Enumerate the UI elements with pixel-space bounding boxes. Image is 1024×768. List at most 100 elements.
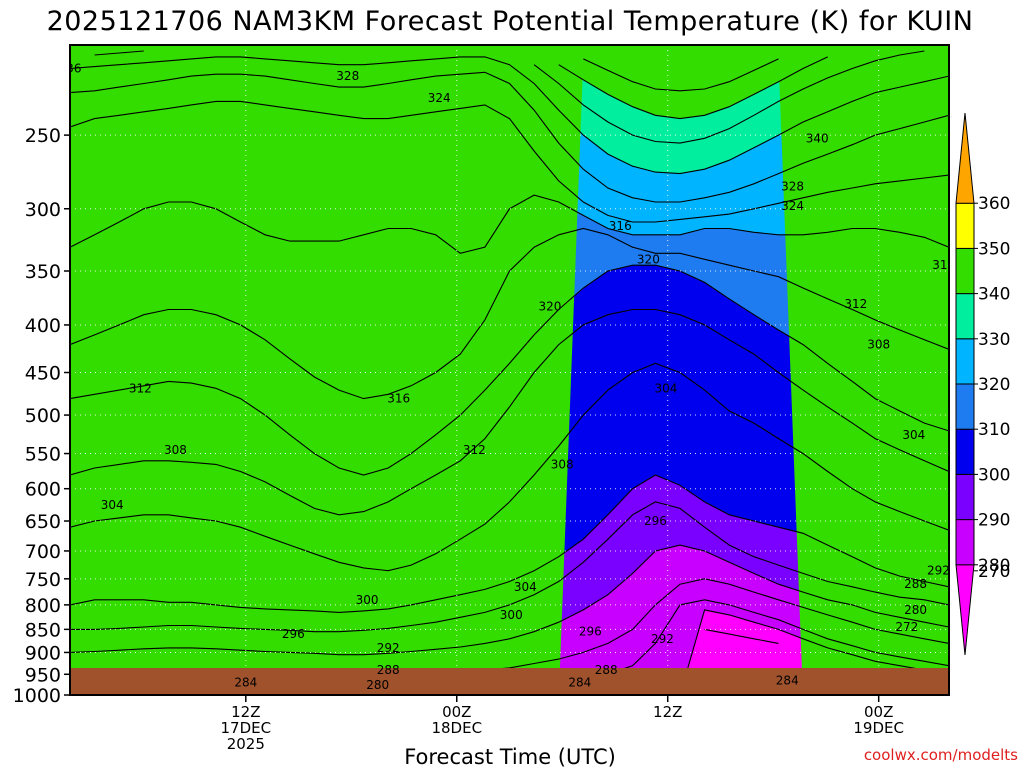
contour-label: 328 <box>336 69 359 83</box>
colorbar-swatch <box>955 112 975 204</box>
contour-label: 324 <box>428 91 451 105</box>
contour-label: 288 <box>377 663 400 677</box>
isentrope-line <box>70 308 949 516</box>
y-tick-label: 750 <box>25 569 61 591</box>
y-tick-label: 950 <box>25 664 61 686</box>
isentrope-line <box>70 264 949 476</box>
contour-label: 320 <box>538 299 561 313</box>
isentrope-line <box>704 628 779 644</box>
x-tick-label: 00Z <box>864 703 893 721</box>
contour-label: 304 <box>101 498 124 512</box>
colorbar-swatch <box>955 428 975 475</box>
colorbar-label: 350 <box>978 239 1010 259</box>
y-tick-label: 550 <box>25 444 61 466</box>
contour-label: 280 <box>904 603 927 617</box>
contour-label: 304 <box>514 580 537 594</box>
theta-fill-layer <box>70 45 949 695</box>
y-tick-label: 800 <box>25 595 61 617</box>
colorbar-label: 300 <box>978 465 1010 485</box>
contour-label: 300 <box>356 593 379 607</box>
x-axis-label: Forecast Time (UTC) <box>404 745 616 768</box>
contour-label: 284 <box>234 676 257 690</box>
time-axis: 12Z17DEC202500Z18DEC12Z00Z19DEC12Z <box>221 695 904 753</box>
colorbar-label: 320 <box>978 375 1010 395</box>
isentrope-line <box>94 50 925 144</box>
isentrope-line <box>70 100 949 223</box>
contour-label: 300 <box>500 608 523 622</box>
y-tick-label: 500 <box>25 405 61 427</box>
contour-label: 284 <box>568 676 591 690</box>
credit-link[interactable]: coolwx.com/modelts <box>864 746 1018 764</box>
contour-label: 312 <box>129 381 152 395</box>
pressure-axis: 2503003504004505005506006507007508008509… <box>13 125 70 707</box>
isentrope-line <box>70 71 949 203</box>
x-tick-label: 17DEC <box>221 719 272 737</box>
isentrope-line <box>70 227 949 400</box>
y-tick-label: 250 <box>25 125 61 147</box>
contour-label: 328 <box>781 180 804 194</box>
y-tick-label: 650 <box>25 511 61 533</box>
contour-label: 284 <box>776 674 799 688</box>
theta-band <box>70 56 949 203</box>
contour-label: 292 <box>927 564 950 578</box>
contour-label: 308 <box>867 338 890 352</box>
y-tick-label: 600 <box>25 479 61 501</box>
y-tick-label: 1000 <box>13 685 61 707</box>
contour-label: 288 <box>904 577 927 591</box>
contour-label: 296 <box>644 514 667 528</box>
y-tick-label: 400 <box>25 315 61 337</box>
isentrope-line <box>70 544 949 656</box>
y-tick-label: 700 <box>25 541 61 563</box>
y-tick-label: 300 <box>25 199 61 221</box>
contour-label: 316 <box>387 392 410 406</box>
contour-label: 316 <box>609 219 632 233</box>
colorbar-swatch <box>955 338 975 385</box>
isentrope-line <box>583 58 779 92</box>
y-tick-label: 850 <box>25 619 61 641</box>
isentrope-line <box>70 501 949 633</box>
theta-band <box>70 545 949 677</box>
y-tick-label: 350 <box>25 261 61 283</box>
contour-label: 340 <box>806 131 829 145</box>
isentrope-line <box>70 56 949 175</box>
contour-label: 304 <box>655 381 678 395</box>
contour-label: 308 <box>164 443 187 457</box>
theta-band <box>70 45 949 695</box>
colorbar-label: 270 <box>978 562 1010 582</box>
contour-label: 280 <box>366 678 389 692</box>
colorbar-label: 340 <box>978 285 1010 305</box>
chart-title: 2025121706 NAM3KM Forecast Potential Tem… <box>47 6 974 37</box>
x-tick-label: 18DEC <box>431 719 482 737</box>
contour-label: 288 <box>595 663 618 677</box>
colorbar-swatch <box>955 564 975 656</box>
contour-label-layer: 3363283243403283243203163203163203123083… <box>70 62 955 692</box>
theta-band <box>70 45 949 174</box>
colorbar-swatch <box>955 473 975 521</box>
colorbar-label: 330 <box>978 330 1010 350</box>
grid-layer <box>70 45 949 695</box>
x-tick-label: 19DEC <box>853 719 904 737</box>
colorbar-swatch <box>955 202 975 249</box>
contour-label: 296 <box>282 627 305 641</box>
colorbar-swatch <box>955 247 975 295</box>
colorbar-label: 290 <box>978 511 1010 531</box>
y-tick-label: 900 <box>25 642 61 664</box>
contour-label: 320 <box>637 252 660 266</box>
colorbar-swatch <box>955 519 975 566</box>
theta-band <box>70 609 949 695</box>
x-tick-label: 00Z <box>442 703 471 721</box>
contour-label: 316 <box>932 258 955 272</box>
contour-label: 312 <box>463 443 486 457</box>
contour-label: 312 <box>844 297 867 311</box>
contour-label: 292 <box>651 632 674 646</box>
colorbar-label: 310 <box>978 420 1010 440</box>
ground-terrain <box>70 668 949 695</box>
x-tick-label: 12Z <box>231 703 260 721</box>
colorbar-label: 280 <box>978 556 1010 576</box>
plot-frame <box>69 44 950 696</box>
isentrope-line <box>558 56 828 120</box>
contour-label: 292 <box>377 641 400 655</box>
colorbar-swatch <box>955 293 975 340</box>
colorbar-label: 360 <box>978 194 1010 214</box>
